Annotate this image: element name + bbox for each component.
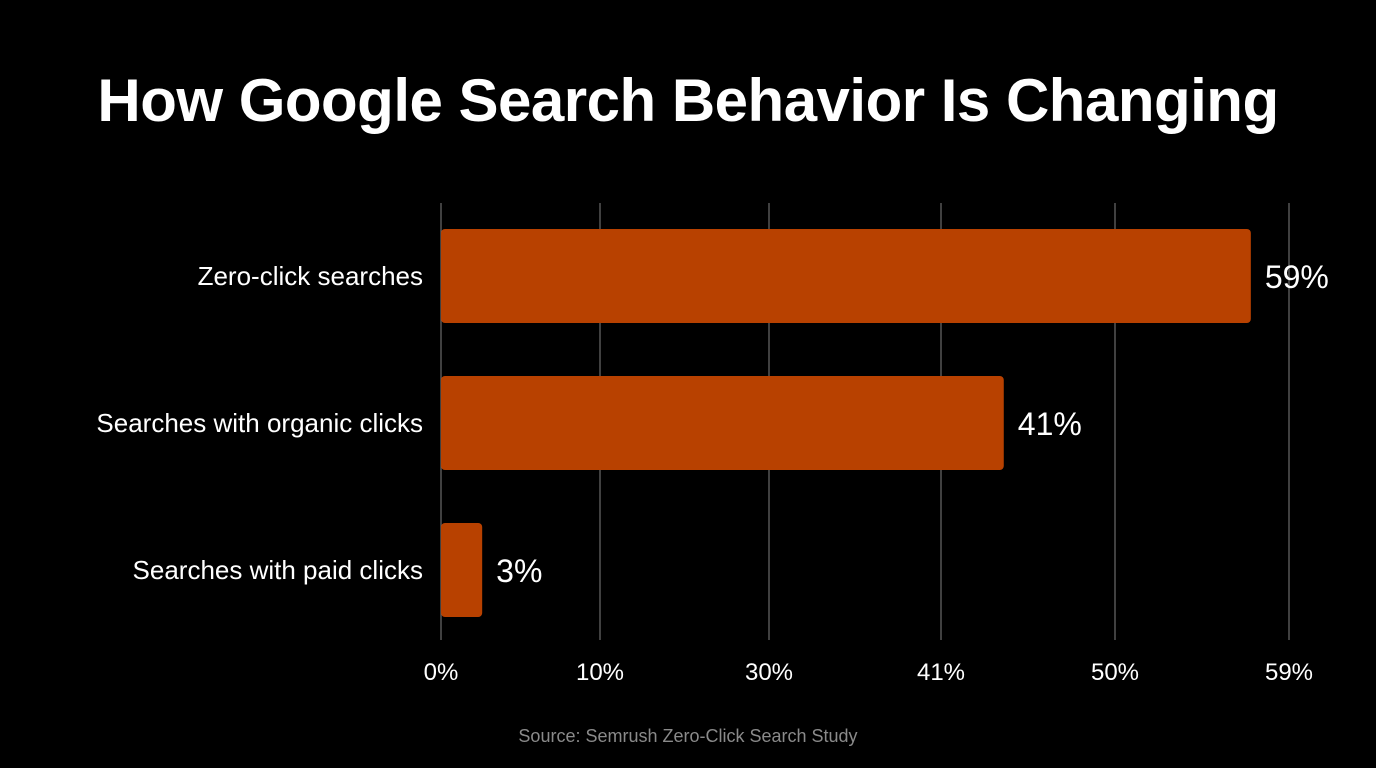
bar: [441, 523, 483, 617]
value-labels: 59% 41% 3%: [496, 259, 1329, 589]
value-label: 3%: [496, 553, 542, 589]
bar: [441, 376, 1004, 470]
x-tick-label: 59%: [1265, 659, 1313, 686]
bars: [441, 229, 1251, 617]
category-label: Searches with organic clicks: [96, 408, 423, 438]
value-label: 41%: [1018, 406, 1082, 442]
x-tick-label: 41%: [917, 659, 965, 686]
x-tick-label: 30%: [745, 659, 793, 686]
category-labels: Zero-click searches Searches with organic…: [96, 261, 423, 585]
source-note: Source: Semrush Zero-Click Search Study: [518, 726, 858, 746]
x-tick-label: 50%: [1091, 659, 1139, 686]
category-label: Searches with paid clicks: [133, 555, 423, 585]
category-label: Zero-click searches: [198, 261, 423, 291]
bar: [441, 229, 1251, 323]
x-tick-labels: 0% 10% 30% 41% 50% 59%: [424, 659, 1313, 686]
value-label: 59%: [1265, 259, 1329, 295]
chart-title: How Google Search Behavior Is Changing: [97, 67, 1279, 134]
x-tick-label: 0%: [424, 659, 459, 686]
x-tick-label: 10%: [576, 659, 624, 686]
